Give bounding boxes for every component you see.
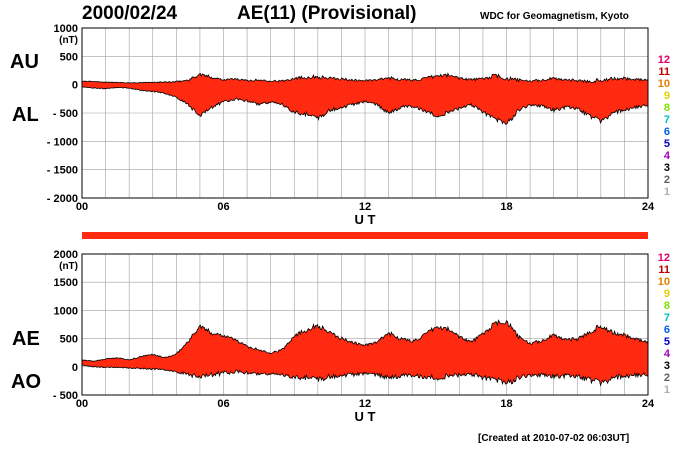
legend-item: 6 (663, 324, 670, 336)
legend-item: 1 (663, 384, 670, 396)
plot-frame (81, 27, 649, 199)
y-tick-label: 1500 (54, 277, 78, 289)
series-line-au (81, 72, 649, 84)
series-line-ae (81, 319, 649, 362)
y-tick-label: 500 (60, 51, 78, 63)
legend-item: 10 (657, 78, 670, 90)
legend-item: 5 (663, 138, 670, 150)
x-tick-label: 12 (359, 398, 371, 410)
x-tick-label: 18 (500, 398, 512, 410)
legend-item: 4 (663, 150, 670, 162)
data-coverage-bar (82, 232, 648, 239)
legend-item: 11 (658, 66, 670, 78)
index-title: AE(11) (Provisional) (237, 3, 417, 24)
x-tick-label: 06 (217, 398, 229, 410)
x-tick-label: 00 (76, 398, 88, 410)
legend-item: 12 (657, 252, 670, 264)
ao-label: AO (11, 371, 41, 393)
legend-item: 2 (663, 174, 670, 186)
x-tick-label: 00 (76, 201, 88, 213)
date-title: 2000/02/24 (82, 3, 178, 24)
y-tick-label: 1000 (54, 305, 78, 317)
y-tick-label: 500 (60, 334, 78, 346)
legend-item: 12 (657, 54, 670, 66)
x-tick-label: 24 (642, 398, 655, 410)
series-band-fill (82, 73, 648, 125)
y-tick-label: - 500 (53, 108, 78, 120)
ae-ao-panel: 2000 1500 1000 500 0 - 500 (nT) 00 06 12 18 24 U T (53, 249, 655, 424)
legend-item: 6 (663, 126, 670, 138)
legend-item: 7 (663, 114, 670, 126)
y-tick-label: 0 (72, 362, 78, 374)
y-unit-label: (nT) (59, 35, 78, 46)
y-tick-label: 1000 (54, 23, 78, 35)
au-label: AU (10, 51, 39, 73)
x-tick-label: 24 (642, 201, 655, 213)
y-tick-label: 0 (72, 80, 78, 92)
series-line-al (81, 86, 649, 125)
created-timestamp: [Created at 2010-07-02 06:03UT] (478, 433, 630, 444)
y-tick-label: - 500 (53, 390, 78, 402)
legend-item: 10 (657, 276, 670, 288)
y-tick-label: - 1500 (47, 165, 78, 177)
legend-item: 3 (663, 162, 670, 174)
y-tick-label: - 2000 (47, 193, 78, 205)
series-line-ao (81, 364, 649, 387)
legend-item: 9 (663, 90, 670, 102)
legend-item: 5 (663, 336, 670, 348)
y-tick-label: 2000 (54, 249, 78, 261)
al-label: AL (12, 104, 39, 126)
legend-item: 2 (663, 372, 670, 384)
x-tick-label: 12 (359, 201, 371, 213)
x-tick-label: 06 (217, 201, 229, 213)
legend-item: 8 (663, 300, 670, 312)
legend-item: 9 (663, 288, 670, 300)
legend-item: 11 (658, 264, 670, 276)
x-axis-label: U T (355, 212, 376, 227)
legend-item: 7 (663, 312, 670, 324)
y-unit-label: (nT) (59, 261, 78, 272)
series-band-fill (82, 320, 648, 386)
x-axis-label: U T (355, 409, 376, 424)
legend-item: 1 (663, 186, 670, 198)
y-tick-label: - 1000 (47, 136, 78, 148)
au-al-panel: 1000 500 0 - 500 - 1000 - 1500 - 2000 (nT) 00 06 1… (47, 23, 655, 227)
organization-label: WDC for Geomagnetism, Kyoto (480, 11, 629, 22)
legend-item: 8 (663, 102, 670, 114)
legend-item: 3 (663, 360, 670, 372)
ae-label: AE (12, 328, 40, 350)
plot-frame (81, 253, 649, 396)
legend-item: 4 (663, 348, 670, 360)
x-tick-label: 18 (500, 201, 512, 213)
